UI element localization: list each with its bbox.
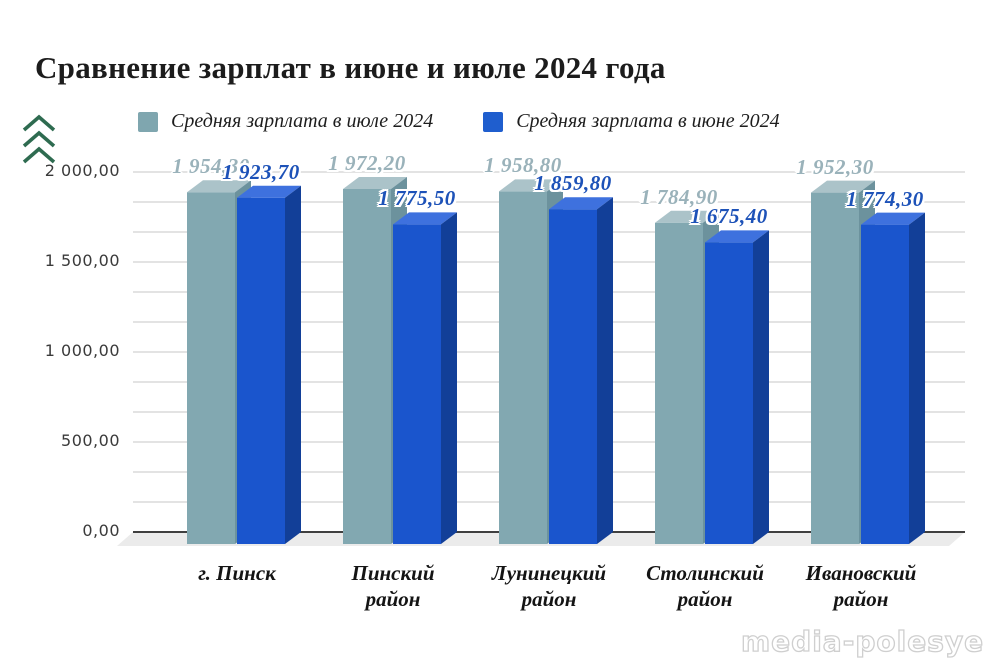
value-label-july: 1 958,80 [484, 153, 562, 178]
bar-june-5 [861, 212, 925, 544]
value-label-june: 1 923,70 [222, 159, 300, 184]
value-label-june: 1 775,50 [378, 186, 456, 211]
bar-june-3 [549, 197, 613, 544]
category-label: Лунинецкий район [491, 561, 607, 611]
legend: Средняя зарплата в июле 2024 Средняя зар… [138, 110, 780, 133]
y-tick-label: 0,00 [82, 521, 120, 540]
value-label-june: 1 675,40 [690, 204, 768, 229]
legend-item-july: Средняя зарплата в июле 2024 [138, 110, 433, 133]
watermark: media-polesye [740, 624, 985, 658]
value-label-july: 1 784,90 [640, 184, 718, 209]
value-label-june: 1 774,30 [846, 186, 924, 211]
y-tick-label: 500,00 [61, 431, 120, 450]
bar-june-4 [705, 230, 769, 545]
y-tick-label: 1 500,00 [44, 251, 120, 270]
legend-swatch-june [483, 111, 504, 132]
legend-swatch-july [138, 111, 158, 132]
value-label-july: 1 972,20 [328, 151, 406, 175]
y-tick-label: 2 000,00 [44, 161, 120, 180]
bar-june-2 [393, 212, 457, 544]
value-label-july: 1 954,30 [172, 154, 250, 179]
category-label: Ивановский район [805, 561, 917, 611]
value-label-july: 1 952,30 [796, 154, 874, 179]
value-label-june: 1 859,80 [534, 171, 612, 196]
category-label: г. Пинск [198, 561, 276, 585]
bar-june-1 [237, 185, 301, 544]
legend-label-july: Средняя зарплата в июле 2024 [171, 110, 434, 132]
legend-item-june: Средняя зарплата в июне 2024 [483, 110, 780, 133]
legend-label-june: Средняя зарплата в июне 2024 [516, 110, 780, 132]
category-label: Пинский район [351, 561, 435, 611]
triple-up-chevrons-icon [22, 114, 56, 164]
category-label: Столинский район [646, 561, 764, 611]
y-tick-label: 1 000,00 [44, 341, 120, 360]
chart-title: Сравнение зарплат в июне и июле 2024 год… [35, 50, 666, 85]
